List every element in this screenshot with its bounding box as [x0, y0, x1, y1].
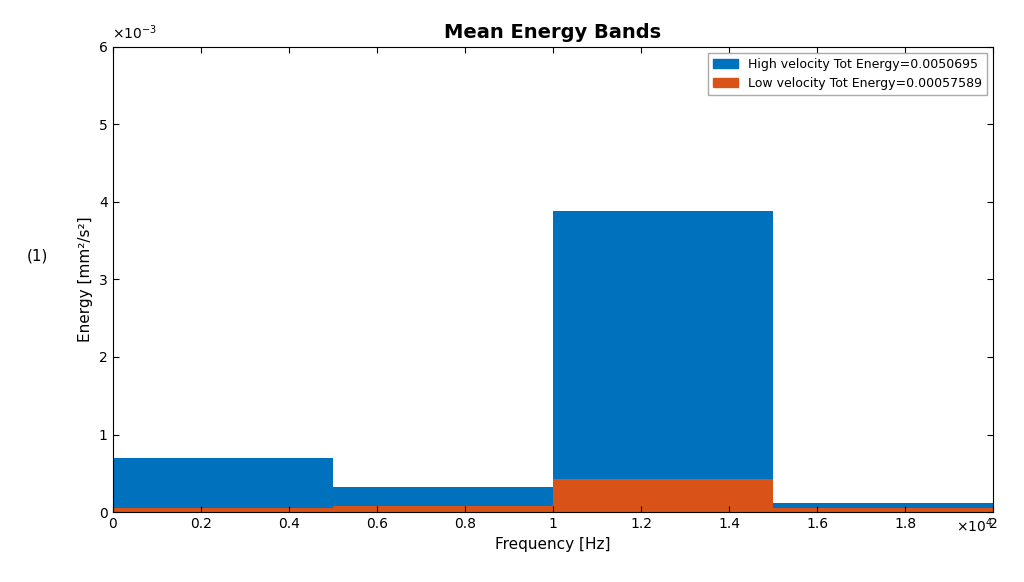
Y-axis label: Energy [mm²/s²]: Energy [mm²/s²]	[79, 217, 93, 342]
Text: (1): (1)	[27, 249, 48, 264]
Bar	[113, 508, 333, 512]
Bar	[553, 211, 773, 512]
Bar	[773, 508, 993, 512]
Text: $\times 10^{4}$: $\times 10^{4}$	[956, 517, 993, 535]
Legend: High velocity Tot Energy=0.0050695, Low velocity Tot Energy=0.00057589: High velocity Tot Energy=0.0050695, Low …	[708, 53, 987, 95]
Bar	[113, 458, 333, 512]
Bar	[333, 506, 553, 512]
Title: Mean Energy Bands: Mean Energy Bands	[444, 23, 662, 42]
Bar	[773, 503, 993, 512]
Bar	[333, 487, 553, 512]
Text: $\times 10^{-3}$: $\times 10^{-3}$	[112, 23, 157, 42]
Bar	[553, 479, 773, 512]
X-axis label: Frequency [Hz]: Frequency [Hz]	[496, 537, 610, 552]
